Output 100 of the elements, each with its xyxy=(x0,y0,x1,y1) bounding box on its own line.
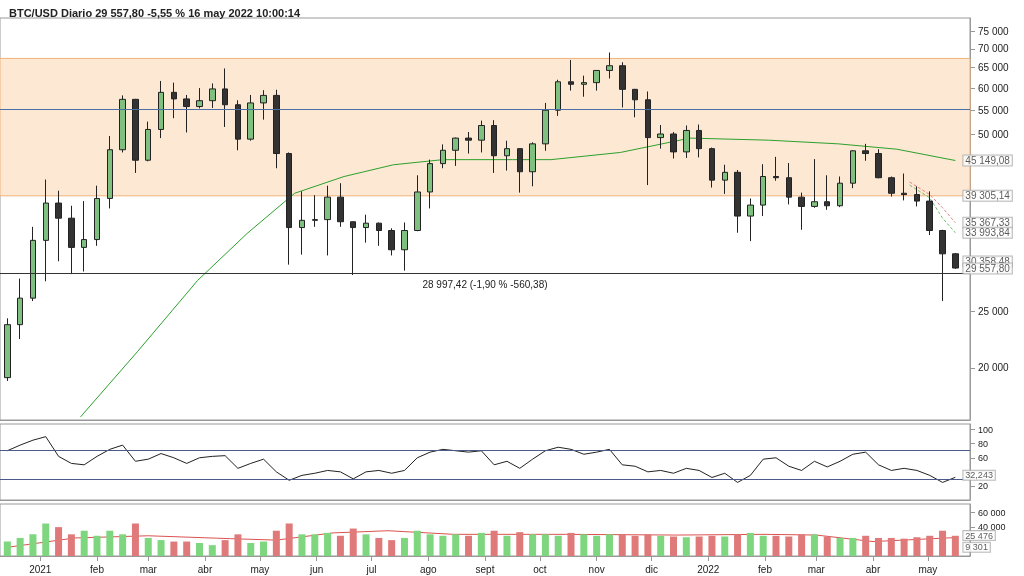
candlestick xyxy=(388,227,395,256)
candlestick xyxy=(273,89,280,169)
y-tick-label: 20 000 xyxy=(978,362,1010,374)
bar xyxy=(516,532,524,556)
candlestick xyxy=(222,67,228,128)
candlestick xyxy=(734,169,741,234)
candlestick xyxy=(914,185,920,207)
candlestick xyxy=(491,119,497,174)
candlestick xyxy=(657,124,664,150)
candlestick xyxy=(401,221,408,272)
y-tick-label: 50 000 xyxy=(978,129,1010,141)
bar xyxy=(490,530,498,556)
annotation: 9 301 xyxy=(965,542,988,553)
candlestick xyxy=(786,162,792,205)
candlestick xyxy=(888,176,895,197)
annotation: 32,243 xyxy=(965,470,993,481)
bar xyxy=(208,545,216,556)
x-tick-label: mar xyxy=(139,563,158,575)
candlestick xyxy=(376,221,382,247)
candlestick xyxy=(119,94,126,153)
bar xyxy=(183,541,191,556)
candlestick xyxy=(709,147,715,189)
bar xyxy=(682,537,690,556)
bar xyxy=(567,532,575,556)
candlestick xyxy=(683,125,690,159)
candlestick xyxy=(132,98,139,174)
line-series xyxy=(909,181,956,224)
bar xyxy=(157,540,165,556)
bar xyxy=(375,537,383,556)
bar xyxy=(170,541,178,556)
bar xyxy=(554,535,562,556)
bar xyxy=(862,535,870,556)
bar xyxy=(285,523,293,556)
chart-title: BTC/USD Diario 29 557,80 -5,55 % 16 may 2022 10:00:14 xyxy=(9,6,301,19)
bar xyxy=(42,523,50,556)
candlestick xyxy=(478,120,485,153)
bar xyxy=(106,530,114,556)
annotation: 25 476 xyxy=(965,530,993,541)
candlestick xyxy=(555,79,561,117)
bar xyxy=(221,540,229,556)
bar xyxy=(618,534,626,556)
bar xyxy=(849,537,857,556)
bar xyxy=(477,532,485,556)
x-tick-label: 2021 xyxy=(29,563,52,575)
x-tick-label: dic xyxy=(645,563,658,575)
candlestick xyxy=(581,75,587,98)
bar xyxy=(29,534,37,556)
candlestick xyxy=(414,174,421,232)
x-tick-label: mar xyxy=(807,563,826,575)
candlestick xyxy=(850,149,856,189)
candlestick xyxy=(773,156,779,182)
bar xyxy=(400,537,408,556)
candlestick xyxy=(260,89,267,121)
bar xyxy=(926,535,934,556)
bar xyxy=(272,530,280,556)
bar xyxy=(759,535,767,556)
candlestick xyxy=(363,214,369,244)
candlestick xyxy=(722,164,728,195)
bar xyxy=(503,535,511,556)
line-series xyxy=(80,137,956,418)
x-tick-label: 2022 xyxy=(697,563,720,575)
candlestick xyxy=(286,151,292,266)
bar xyxy=(80,530,88,556)
bar xyxy=(734,534,742,556)
bar xyxy=(349,528,357,556)
bar xyxy=(247,543,255,556)
bar xyxy=(913,537,921,556)
candlestick xyxy=(107,135,113,209)
bar xyxy=(580,534,588,556)
candlestick xyxy=(17,278,23,340)
candlestick xyxy=(760,163,766,217)
bar xyxy=(670,536,678,556)
bar xyxy=(413,530,421,556)
bar xyxy=(541,534,549,556)
candlestick xyxy=(452,137,459,167)
candlestick xyxy=(94,185,100,247)
bar xyxy=(298,534,306,556)
bar xyxy=(55,527,63,556)
candlestick xyxy=(606,51,613,79)
candlestick xyxy=(440,143,446,169)
candlestick xyxy=(645,90,651,186)
candlestick xyxy=(299,190,305,256)
y-tick-label: 20 xyxy=(978,480,989,491)
bar xyxy=(195,543,203,556)
candlestick xyxy=(875,148,882,179)
candlestick xyxy=(158,80,164,139)
bar xyxy=(465,535,473,556)
y-tick-label: 25 000 xyxy=(978,305,1010,317)
bar xyxy=(746,532,754,556)
candlestick xyxy=(824,174,830,211)
candlestick xyxy=(312,194,318,228)
x-tick-label: may xyxy=(918,563,938,575)
candlestick xyxy=(696,124,702,158)
candlestick xyxy=(517,148,523,194)
candlestick xyxy=(632,88,638,118)
bar xyxy=(362,534,370,556)
candlestick xyxy=(529,141,536,187)
candlestick xyxy=(81,200,87,272)
y-tick-label: 75 000 xyxy=(978,25,1010,37)
candlestick xyxy=(862,143,869,162)
